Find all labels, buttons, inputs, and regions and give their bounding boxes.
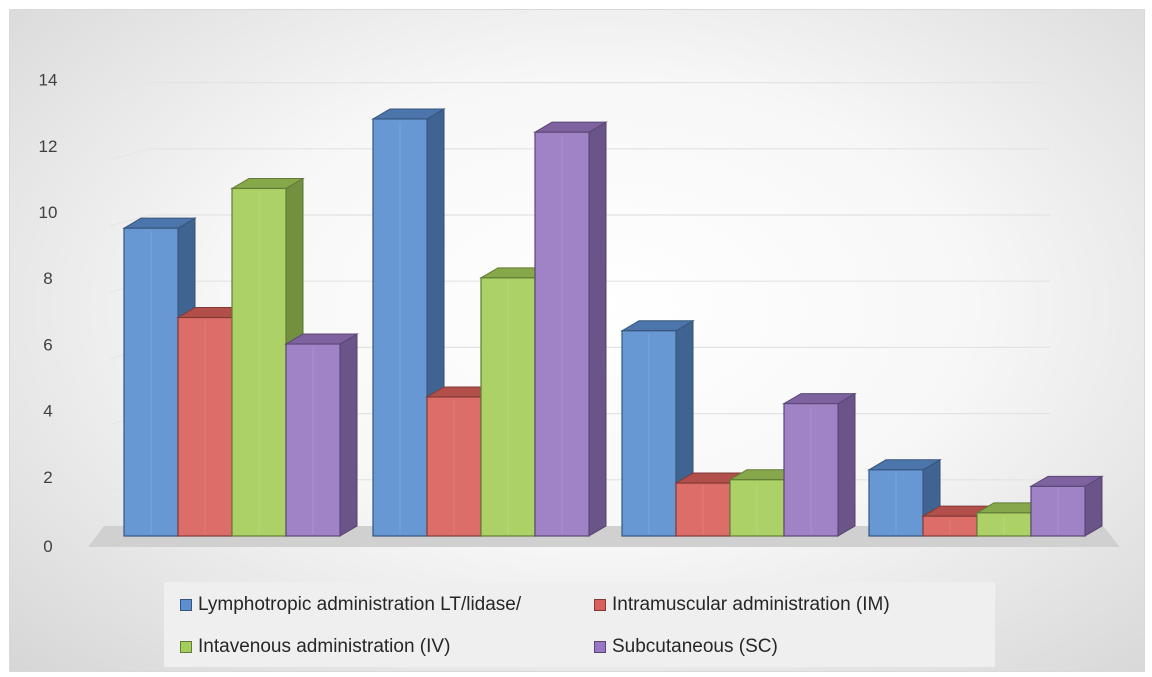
bar-series-4-category-2 [533, 121, 608, 537]
legend-label-series-4: Subcutaneous (SC) [612, 636, 778, 657]
y-tick-label: 8 [43, 269, 52, 288]
bar-side-face [339, 333, 358, 537]
bar-series-4-category-4 [1029, 475, 1104, 537]
legend-label-series-3: Intavenous administration (IV) [198, 636, 451, 657]
y-axis: 0 2 4 6 8 10 12 14 [39, 71, 58, 556]
y-tick-label: 0 [43, 537, 52, 556]
y-tick-label: 4 [43, 402, 52, 421]
bar-series-1-category-3 [620, 319, 695, 537]
legend-item-series-3: Intavenous administration (IV) [180, 636, 450, 658]
legend-swatch-series-3 [180, 641, 192, 653]
bar-side-face [588, 121, 607, 537]
legend-label-series-1: Lymphotropic administration LT/lidase/ [198, 594, 522, 615]
gridline-side [109, 148, 151, 161]
legend: Lymphotropic administration LT/lidase/ I… [164, 582, 995, 667]
y-tick-label: 10 [39, 203, 58, 222]
legend-label-series-2: Intramuscular administration (IM) [612, 594, 890, 615]
gridline-side [109, 214, 151, 227]
bar-series-4-category-3 [782, 392, 857, 537]
legend-item-series-1: Lymphotropic administration LT/lidase/ [180, 594, 521, 616]
gridline-side [109, 82, 151, 95]
bar-side-face [837, 392, 856, 537]
legend-swatch-series-1 [180, 599, 192, 611]
legend-item-series-2: Intramuscular administration (IM) [594, 594, 890, 616]
y-tick-label: 6 [43, 335, 52, 354]
y-tick-label: 2 [43, 468, 52, 487]
legend-swatch-series-2 [594, 599, 606, 611]
y-tick-label: 14 [39, 71, 58, 90]
legend-item-series-4: Subcutaneous (SC) [594, 636, 778, 658]
bar-series-4-category-1 [284, 333, 359, 537]
bars [122, 108, 1104, 537]
legend-swatch-series-4 [594, 641, 606, 653]
y-tick-label: 12 [39, 137, 58, 156]
